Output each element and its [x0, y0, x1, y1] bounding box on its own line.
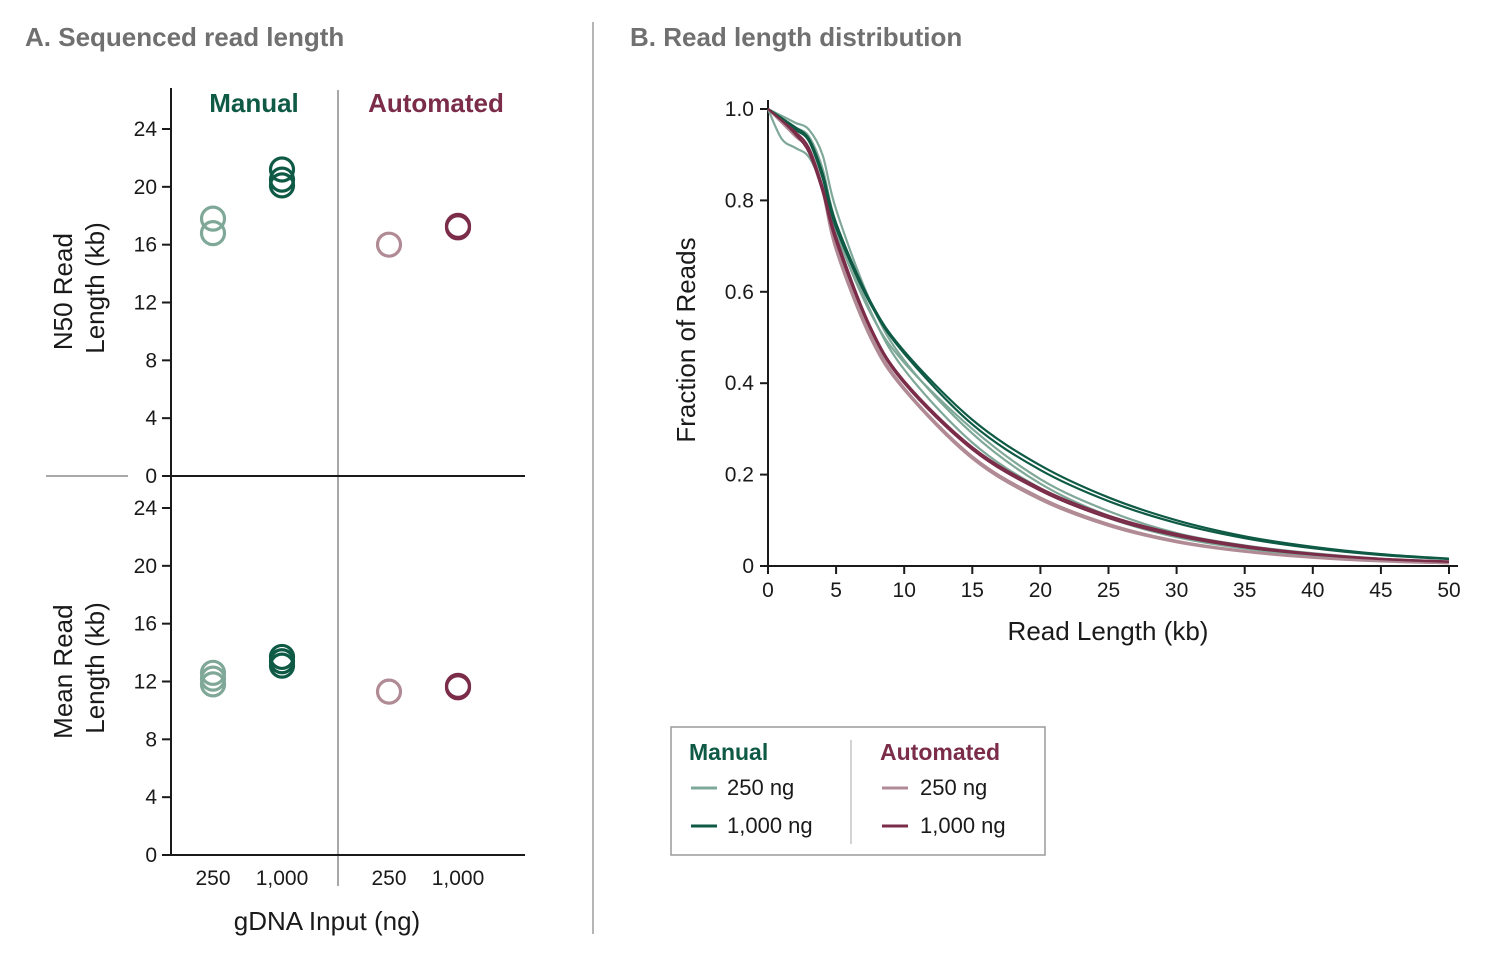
top-y-axis-label: N50 Read Length (kb) — [48, 222, 110, 354]
bottom-data-point — [268, 652, 296, 679]
series-line-8 — [767, 108, 1450, 563]
top-y-tick-label: 4 — [145, 407, 157, 430]
top-y-axis-label-line-1: N50 Read — [48, 233, 78, 350]
bottom-data-point — [199, 671, 227, 698]
panel-b-x-tick-label: 25 — [1097, 579, 1120, 602]
bottom-y-tick-label: 20 — [134, 555, 157, 578]
panel-b-x-axis-label: Read Length (kb) — [1008, 616, 1209, 646]
panel-b-x-tick-label: 5 — [830, 579, 842, 602]
panel-b-x-tick-label: 15 — [961, 579, 984, 602]
legend-title-manual: Manual — [689, 739, 768, 765]
bottom-points — [199, 643, 472, 705]
panel-b-line-chart: 0 0.2 0.4 0.6 0.8 1.0 0 5 10 15 20 25 30 35 40 45 50 Fr… — [671, 98, 1461, 646]
panel-b-y-tick-label: 0.2 — [725, 464, 754, 487]
legend-title-automated: Automated — [880, 739, 1000, 765]
group-label-automated: Automated — [368, 88, 504, 118]
series-line-2 — [767, 108, 1450, 564]
bottom-y-tick-label: 0 — [145, 844, 157, 867]
bottom-y-tick-label: 16 — [134, 613, 157, 636]
panel-a-title: A. Sequenced read length — [25, 22, 344, 52]
panel-b-x-tick-label: 10 — [893, 579, 916, 602]
series-line-5 — [767, 108, 1450, 561]
panel-b-x-tick-label: 30 — [1165, 579, 1188, 602]
series-line-9 — [767, 108, 1450, 563]
series-line-7 — [767, 108, 1450, 565]
top-y-tick-label: 12 — [134, 292, 157, 315]
panel-b-x-tick-label: 50 — [1437, 579, 1460, 602]
top-y-tick-label: 0 — [145, 465, 157, 488]
legend-label-manual-1000: 1,000 ng — [727, 813, 813, 838]
bottom-y-tick-label: 4 — [145, 786, 157, 809]
top-y-tick-label: 20 — [134, 176, 157, 199]
panel-b-x-tick-label: 0 — [762, 579, 774, 602]
bottom-data-point — [375, 678, 403, 705]
panel-b-x-tick-label: 20 — [1029, 579, 1052, 602]
top-data-point — [268, 156, 296, 183]
panel-a-x-axis-label: gDNA Input (ng) — [234, 906, 420, 936]
x-tick-label: 250 — [195, 867, 230, 890]
top-data-point — [444, 212, 472, 239]
top-y-tick-label: 8 — [145, 349, 157, 372]
panel-b-x-tick-label: 45 — [1369, 579, 1392, 602]
panel-b-y-tick-label: 0.4 — [725, 372, 755, 395]
panel-b-series-lines — [766, 108, 1450, 565]
bottom-y-axis-label-line-2: Length (kb) — [80, 602, 110, 734]
x-tick-label: 250 — [371, 867, 406, 890]
legend-label-automated-250: 250 ng — [920, 775, 987, 800]
bottom-y-axis-label-line-1: Mean Read — [48, 604, 78, 738]
panel-b-title: B. Read length distribution — [630, 22, 962, 52]
panel-b-y-tick-label: 1.0 — [725, 98, 754, 121]
top-data-point — [375, 231, 403, 258]
legend-label-automated-1000: 1,000 ng — [920, 813, 1006, 838]
panel-b-y-ticks: 0 0.2 0.4 0.6 0.8 1.0 — [725, 98, 768, 578]
bottom-y-axis-label: Mean Read Length (kb) — [48, 597, 110, 739]
panel-b-y-axis-label: Fraction of Reads — [671, 237, 701, 442]
bottom-y-ticks: 0 4 8 12 16 20 24 — [134, 497, 171, 867]
series-line-4 — [767, 108, 1450, 560]
group-label-manual: Manual — [209, 88, 299, 118]
panel-b-x-ticks: 0 5 10 15 20 25 30 35 40 45 50 — [762, 566, 1461, 602]
x-tick-label: 1,000 — [432, 867, 485, 890]
panel-b-x-tick-label: 35 — [1233, 579, 1256, 602]
legend-label-manual-250: 250 ng — [727, 775, 794, 800]
panel-a-scatter: Manual Automated N50 Read Length (kb) Me… — [46, 88, 525, 936]
bottom-y-tick-label: 24 — [134, 497, 158, 520]
top-y-tick-label: 24 — [134, 118, 158, 141]
legend: Manual Automated 250 ng 1,000 ng 250 ng … — [670, 726, 1046, 856]
bottom-data-point — [444, 674, 472, 701]
panel-b-x-tick-label: 40 — [1301, 579, 1324, 602]
top-y-tick-label: 16 — [134, 234, 157, 257]
top-y-ticks: 0 4 8 12 16 20 24 — [134, 118, 171, 488]
x-tick-labels: 250 1,000 250 1,000 — [195, 867, 484, 890]
x-tick-label: 1,000 — [256, 867, 309, 890]
legend-box — [670, 726, 1046, 856]
top-data-point — [268, 172, 296, 199]
top-data-point — [199, 205, 227, 232]
top-y-axis-label-line-2: Length (kb) — [80, 222, 110, 354]
top-data-point — [199, 220, 227, 247]
bottom-y-tick-label: 12 — [134, 671, 157, 694]
panel-b-y-tick-label: 0.6 — [725, 281, 754, 304]
top-points — [199, 156, 472, 258]
bottom-y-tick-label: 8 — [145, 728, 157, 751]
panel-b-y-tick-label: 0 — [742, 555, 754, 578]
panel-b-y-tick-label: 0.8 — [725, 189, 754, 212]
